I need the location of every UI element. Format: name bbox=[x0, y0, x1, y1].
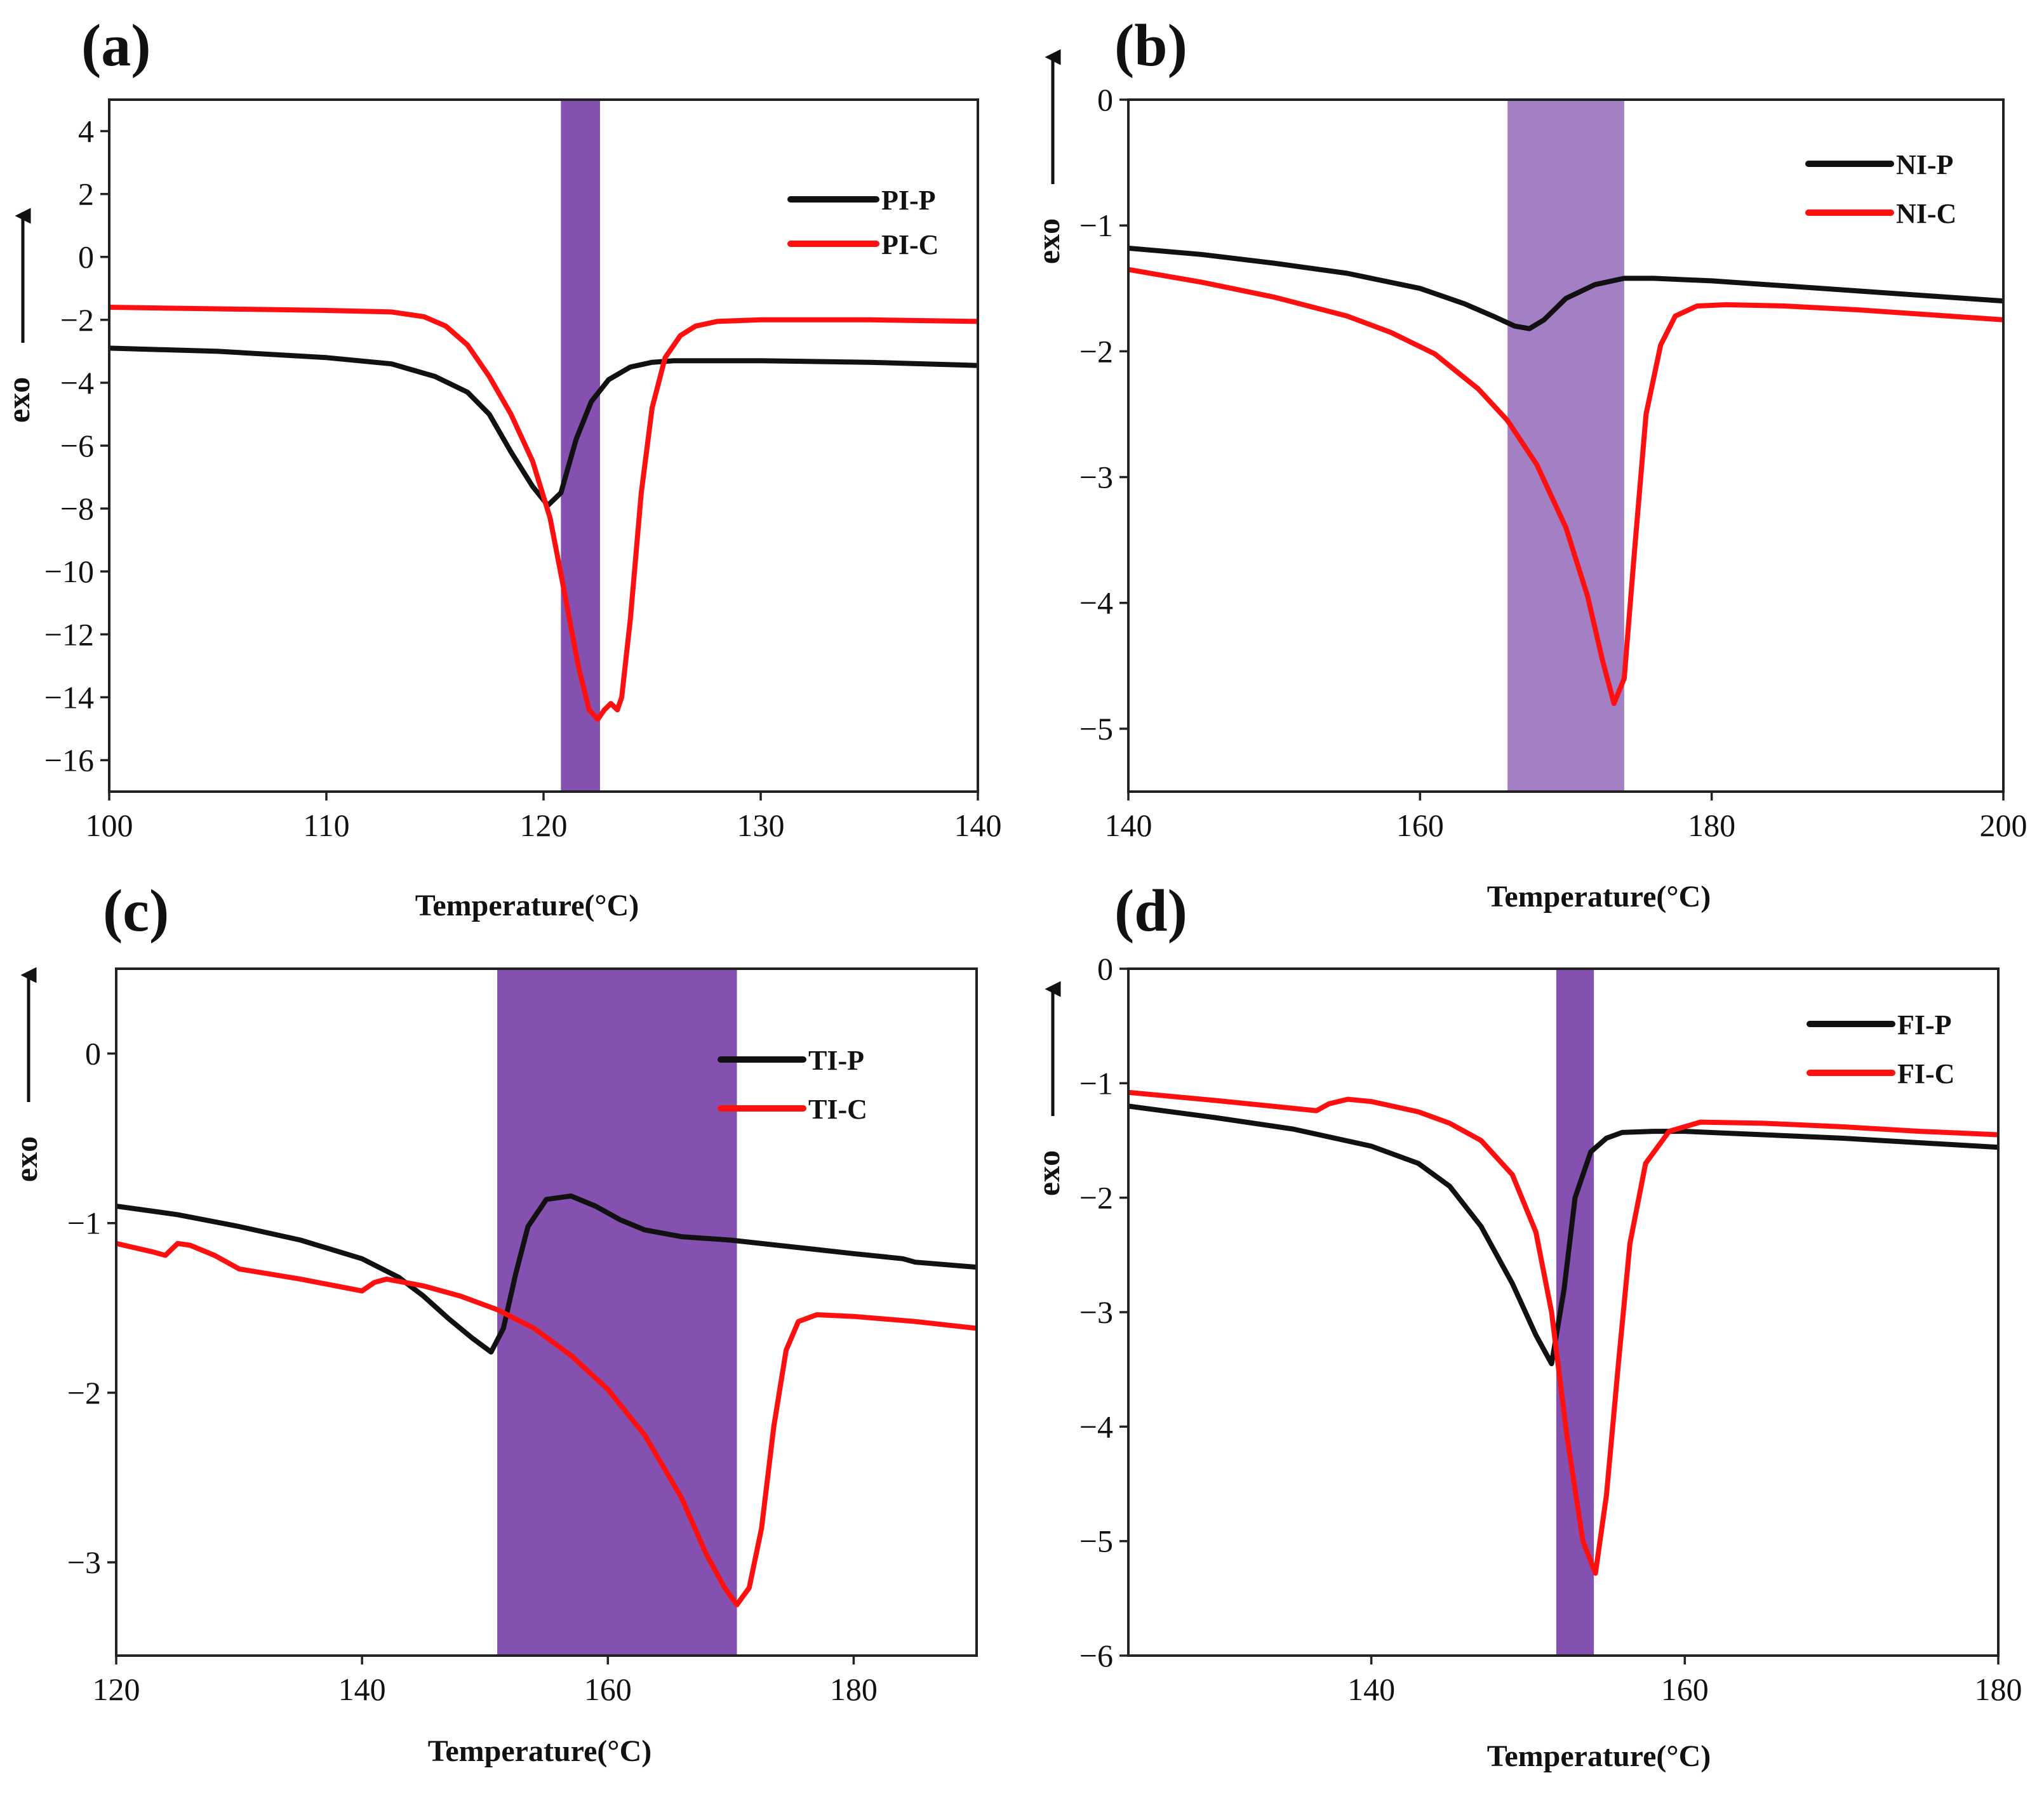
series-line-fi-p bbox=[1128, 1103, 1998, 1367]
highlight-band bbox=[497, 969, 737, 1656]
y-tick-label: −12 bbox=[44, 616, 94, 652]
legend-label: TI-C bbox=[808, 1094, 867, 1125]
y-tick-label: −6 bbox=[60, 428, 94, 463]
legend-label: PI-C bbox=[881, 229, 939, 260]
y-axis-title: exo bbox=[1031, 1150, 1066, 1196]
series-line-ni-c bbox=[1128, 267, 2003, 707]
x-tick-label: 140 bbox=[954, 807, 1002, 843]
y-tick-label: −2 bbox=[1079, 333, 1113, 369]
x-tick-label: 160 bbox=[1396, 807, 1444, 843]
x-tick-label: 140 bbox=[1105, 807, 1152, 843]
legend-label: NI-P bbox=[1896, 149, 1953, 180]
x-tick-label: 100 bbox=[86, 807, 133, 843]
y-tick-label: 0 bbox=[78, 239, 94, 275]
y-tick-label: −6 bbox=[1079, 1638, 1113, 1673]
y-tick-label: −10 bbox=[44, 554, 94, 589]
plot-frame bbox=[115, 967, 978, 1657]
x-tick-label: 200 bbox=[1980, 807, 2027, 843]
y-tick-label: −3 bbox=[1079, 1294, 1113, 1330]
plot-frame bbox=[1127, 98, 2005, 793]
series-line-ti-p bbox=[116, 1193, 977, 1355]
y-tick-label: −1 bbox=[67, 1206, 101, 1241]
legend-label: FI-C bbox=[1897, 1058, 1954, 1089]
x-tick-label: 180 bbox=[1975, 1671, 2022, 1707]
y-tick-label: 0 bbox=[1097, 951, 1113, 987]
x-tick-label: 160 bbox=[1661, 1671, 1709, 1707]
chart-panel-3: (d) 140 160 180 0 −1 −2 −3 −4 −5 −6 Temperature(°C)… bbox=[1031, 878, 2022, 1773]
x-tick-label: 140 bbox=[1347, 1671, 1395, 1707]
y-tick-label: −5 bbox=[1079, 1524, 1113, 1559]
y-tick-label: 0 bbox=[1097, 82, 1113, 117]
x-tick-label: 120 bbox=[520, 807, 568, 843]
y-tick-label: −5 bbox=[1079, 711, 1113, 747]
y-tick-label: −1 bbox=[1079, 208, 1113, 243]
chart-panel-1: (b) 140 160 180 200 0 −1 −2 −3 −4 −5 Temperature(°C… bbox=[1031, 13, 2027, 914]
y-tick-label: −3 bbox=[67, 1545, 101, 1580]
x-tick-label: 130 bbox=[737, 807, 785, 843]
y-axis-title: exo bbox=[1, 377, 36, 423]
y-tick-label: 2 bbox=[78, 176, 94, 212]
y-axis-title: exo bbox=[1031, 218, 1066, 264]
y-tick-label: −2 bbox=[60, 302, 94, 338]
x-axis-title: Temperature(°C) bbox=[428, 1734, 651, 1768]
y-tick-label: −4 bbox=[1079, 585, 1113, 621]
chart-panel-2: (c) 120 140 160 180 0 −1 −2 −3 Temperature(°C) exo… bbox=[8, 878, 978, 1768]
y-tick-label: −1 bbox=[1079, 1065, 1113, 1101]
plot-frame bbox=[108, 98, 979, 793]
x-tick-label: 120 bbox=[93, 1671, 140, 1707]
panel-label: (d) bbox=[1114, 878, 1187, 944]
y-axis-title: exo bbox=[8, 1136, 44, 1182]
chart-panel-0: (a) 100 110 120 130 140 4 2 0 −2 −4 −6 −8 −10 −12 −14 −1… bbox=[1, 13, 1002, 922]
y-tick-label: −8 bbox=[60, 491, 94, 526]
x-tick-label: 110 bbox=[303, 807, 349, 843]
legend-label: PI-P bbox=[881, 185, 936, 216]
series-line-ti-c bbox=[116, 1240, 977, 1607]
x-tick-label: 140 bbox=[338, 1671, 386, 1707]
legend-label: TI-P bbox=[808, 1045, 864, 1076]
y-tick-label: −2 bbox=[67, 1375, 101, 1411]
y-tick-label: −2 bbox=[1079, 1180, 1113, 1216]
y-tick-label: −4 bbox=[60, 365, 94, 401]
y-tick-label: 0 bbox=[85, 1036, 101, 1072]
legend-label: NI-C bbox=[1896, 198, 1956, 229]
y-tick-label: −3 bbox=[1079, 460, 1113, 495]
series-line-fi-c bbox=[1128, 1089, 1998, 1576]
series-line-ni-p bbox=[1128, 245, 2003, 331]
y-tick-label: −16 bbox=[44, 742, 94, 778]
y-tick-label: −4 bbox=[1079, 1409, 1113, 1444]
series-line-pi-c bbox=[109, 305, 978, 722]
panel-label: (c) bbox=[103, 878, 169, 944]
x-axis-title: Temperature(°C) bbox=[415, 889, 639, 922]
panel-label: (b) bbox=[1114, 13, 1187, 79]
series-line-pi-p bbox=[109, 345, 978, 508]
x-tick-label: 180 bbox=[830, 1671, 878, 1707]
x-tick-label: 160 bbox=[584, 1671, 632, 1707]
y-tick-label: 4 bbox=[78, 114, 94, 149]
legend-label: FI-P bbox=[1897, 1009, 1952, 1040]
x-axis-title: Temperature(°C) bbox=[1487, 880, 1711, 914]
x-tick-label: 180 bbox=[1688, 807, 1735, 843]
panel-label: (a) bbox=[81, 13, 151, 79]
x-axis-title: Temperature(°C) bbox=[1487, 1739, 1711, 1773]
y-tick-label: −14 bbox=[44, 679, 94, 715]
highlight-band bbox=[561, 100, 600, 792]
